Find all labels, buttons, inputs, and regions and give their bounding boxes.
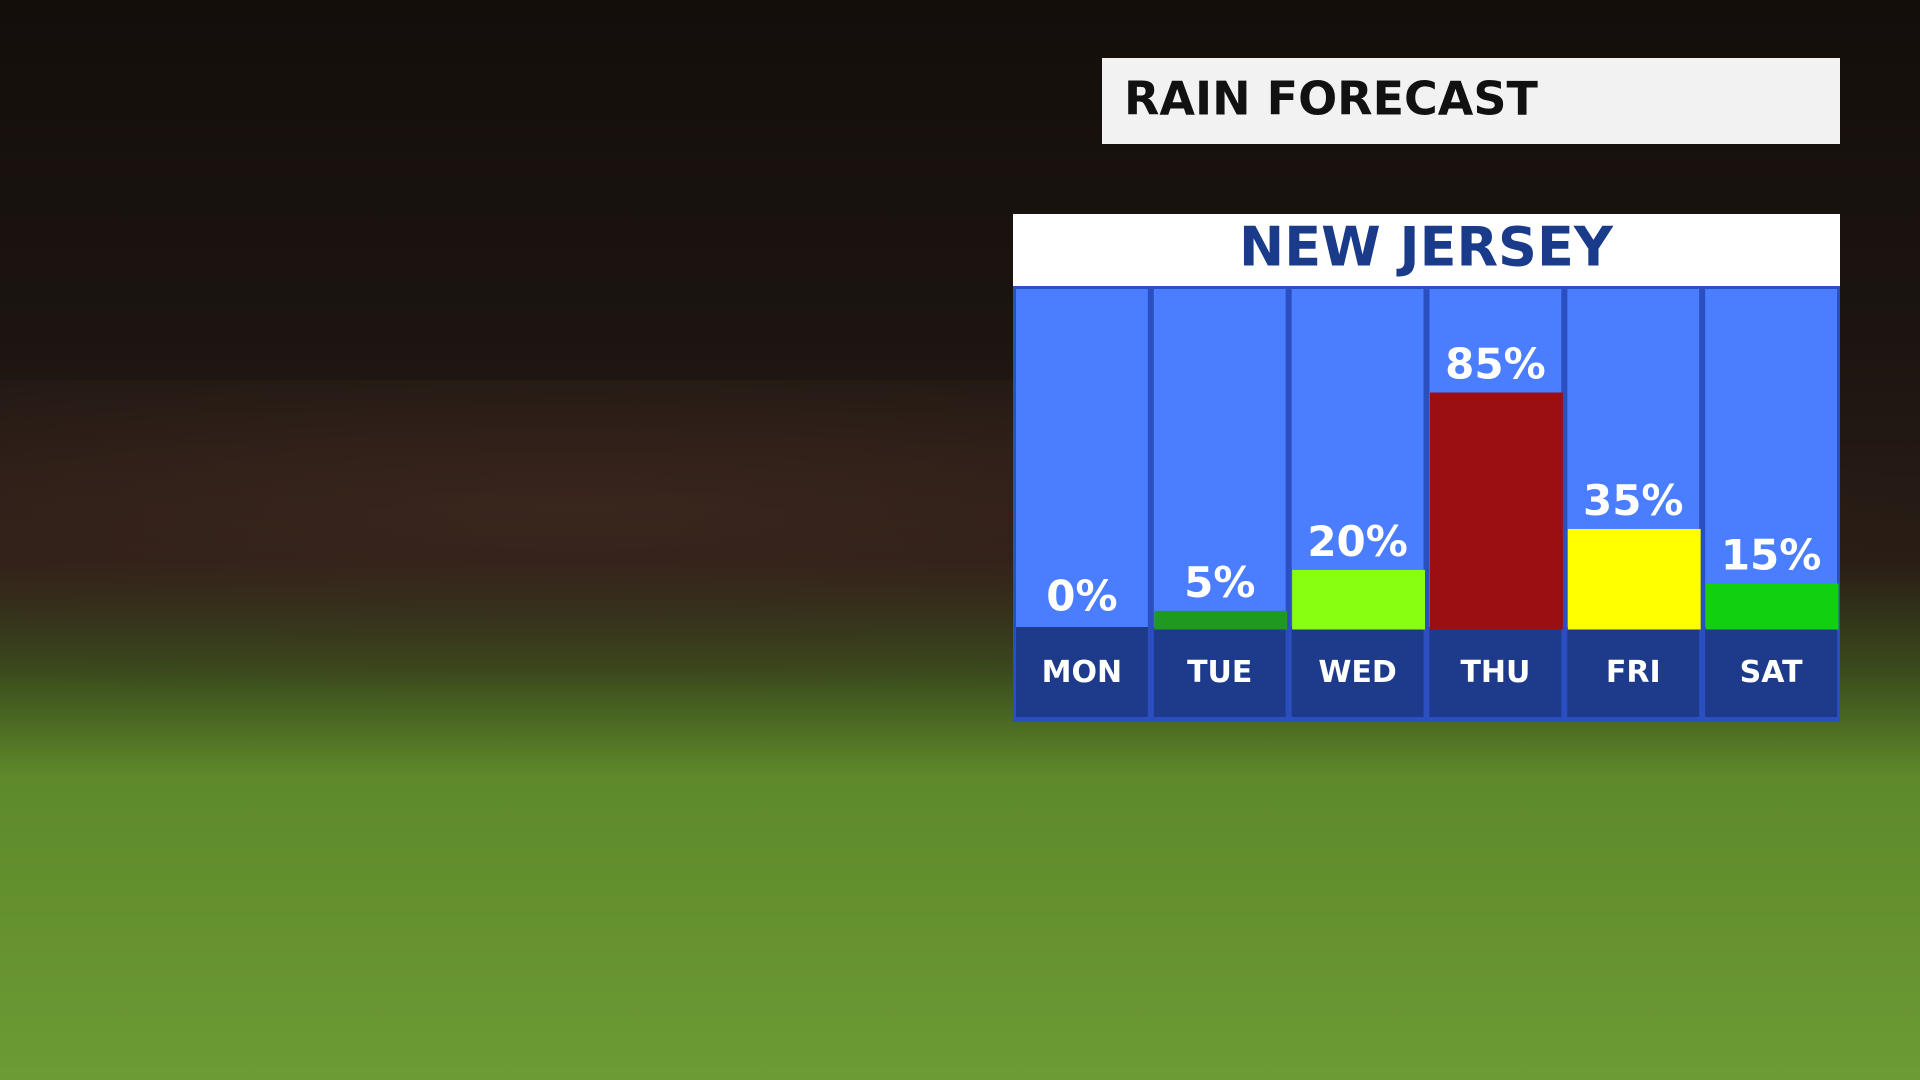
x-tick-label: MON <box>1042 655 1122 690</box>
day-cell <box>1016 627 1148 717</box>
day-cell <box>1153 627 1286 717</box>
bar <box>1430 392 1563 630</box>
day-cell <box>1429 627 1562 717</box>
title-box <box>1102 58 1840 144</box>
day-cell <box>1567 627 1700 717</box>
chart-title: RAIN FORECAST <box>1124 72 1539 126</box>
bar <box>1154 610 1288 630</box>
value-label: 0% <box>1046 572 1117 621</box>
bar <box>1567 528 1701 630</box>
day-cell <box>1705 627 1837 717</box>
x-tick-label: SAT <box>1740 655 1803 690</box>
column <box>1705 289 1837 627</box>
value-label: 5% <box>1184 558 1255 607</box>
column <box>1016 289 1148 627</box>
value-label: 15% <box>1721 531 1822 580</box>
bar <box>1292 569 1425 630</box>
value-label: 20% <box>1307 517 1408 566</box>
x-tick-label: FRI <box>1606 655 1661 690</box>
x-tick-label: TUE <box>1187 655 1252 690</box>
bar <box>1705 583 1839 630</box>
chart-subtitle: NEW JERSEY <box>1239 216 1614 279</box>
subtitle-box <box>1013 214 1840 286</box>
day-cell <box>1291 627 1424 717</box>
panel <box>1013 214 1840 722</box>
column <box>1153 289 1286 627</box>
x-tick-label: THU <box>1460 655 1530 690</box>
x-tick-label: WED <box>1318 655 1397 690</box>
value-label: 85% <box>1445 340 1546 389</box>
value-label: 35% <box>1583 476 1684 525</box>
